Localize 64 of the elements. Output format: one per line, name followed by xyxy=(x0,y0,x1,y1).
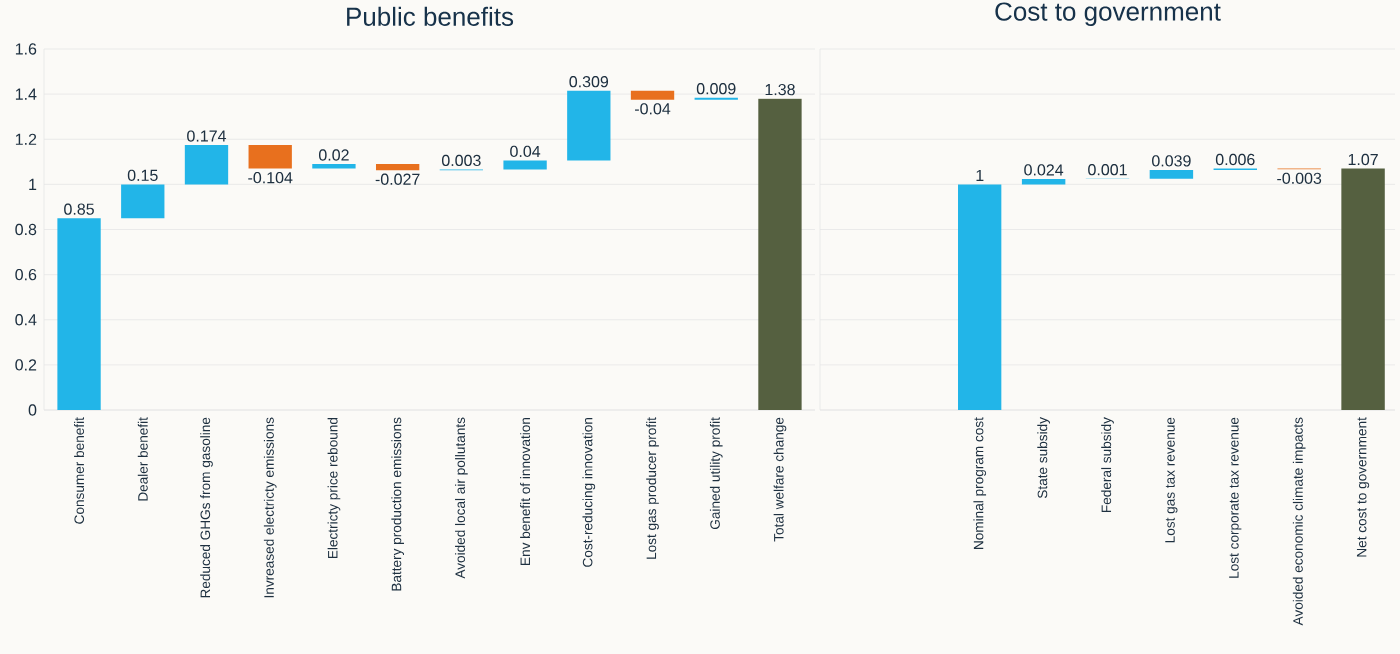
data-label: -0.04 xyxy=(635,103,671,115)
bar xyxy=(758,98,802,410)
x-tick-label: Lost corporate tax revenue xyxy=(1229,417,1242,578)
data-label: -0.003 xyxy=(1277,172,1322,184)
bar xyxy=(248,145,292,169)
x-tick-label: Env benefit of innovation xyxy=(520,417,531,565)
y-tick-label: 0.8 xyxy=(15,223,37,236)
bar xyxy=(1149,169,1194,179)
chart-title: Cost to government xyxy=(995,2,1221,26)
y-tick-label: 0.6 xyxy=(15,268,37,281)
x-tick-label: Total welfare change xyxy=(773,417,787,542)
x-tick-label: Electricty price rebound xyxy=(327,417,341,559)
data-label: -0.027 xyxy=(375,173,420,185)
bar xyxy=(694,97,738,100)
x-tick-label: Lost gas producer profit xyxy=(646,417,659,559)
x-tick-label: Avoided economic climate impacts xyxy=(1292,417,1306,626)
data-label: 0.85 xyxy=(64,203,94,215)
y-tick-label: 0 xyxy=(28,404,37,416)
bar xyxy=(1021,178,1066,185)
data-label: 0.04 xyxy=(510,145,541,158)
x-tick-label: Gained utility profit xyxy=(709,417,723,530)
y-tick-label: 1 xyxy=(29,178,37,190)
y-tick-label: 1.2 xyxy=(15,133,37,145)
data-label: 0.309 xyxy=(569,76,609,88)
x-tick-label: Reduced GHGs from gasoline xyxy=(200,417,213,598)
data-label: 1 xyxy=(976,169,984,181)
y-tick-label: 0.2 xyxy=(15,359,37,371)
data-label: 0.15 xyxy=(127,169,158,181)
data-label: 0.024 xyxy=(1024,164,1064,176)
data-label: 1.38 xyxy=(765,83,795,96)
data-label: 0.02 xyxy=(318,149,349,161)
data-label: -0.104 xyxy=(248,171,293,184)
chart-title: Public benefits xyxy=(347,6,514,26)
bar xyxy=(312,164,356,169)
x-tick-label: Invreased electricty emissions xyxy=(263,417,277,598)
bar xyxy=(57,218,101,410)
x-tick-label: Dealer benefit xyxy=(137,417,148,501)
data-label: 0.006 xyxy=(1215,153,1255,166)
data-label: 0.003 xyxy=(441,154,481,167)
y-tick-label: 1.6 xyxy=(15,43,37,55)
bar xyxy=(375,164,420,171)
bar xyxy=(1341,168,1385,410)
bar xyxy=(567,90,611,161)
x-tick-label: Net cost to government xyxy=(1356,417,1370,557)
data-label: 1.07 xyxy=(1348,153,1378,166)
x-tick-label: Consumer benefit xyxy=(74,417,85,524)
bar xyxy=(121,184,165,219)
y-tick-label: 1.4 xyxy=(15,88,37,100)
data-label: 0.174 xyxy=(187,130,227,142)
bar xyxy=(503,160,547,170)
x-tick-label: Battery production emissions xyxy=(391,417,404,591)
data-label: 0.039 xyxy=(1152,155,1191,167)
bar xyxy=(958,184,1002,410)
x-tick-label: State subsidy xyxy=(1037,417,1050,499)
x-tick-label: Avoided local air pollutants xyxy=(455,417,468,579)
y-tick-label: 0.4 xyxy=(15,314,37,326)
data-label: 0.009 xyxy=(696,83,736,95)
x-tick-label: Cost-reducing innovation xyxy=(582,417,596,567)
x-tick-label: Lost gas tax revenue xyxy=(1165,417,1178,543)
bar xyxy=(630,90,675,100)
x-tick-label: Nominal program cost xyxy=(973,417,987,549)
data-label: 0.001 xyxy=(1088,164,1127,176)
x-tick-label: Federal subsidy xyxy=(1101,417,1114,512)
bar xyxy=(184,145,229,185)
